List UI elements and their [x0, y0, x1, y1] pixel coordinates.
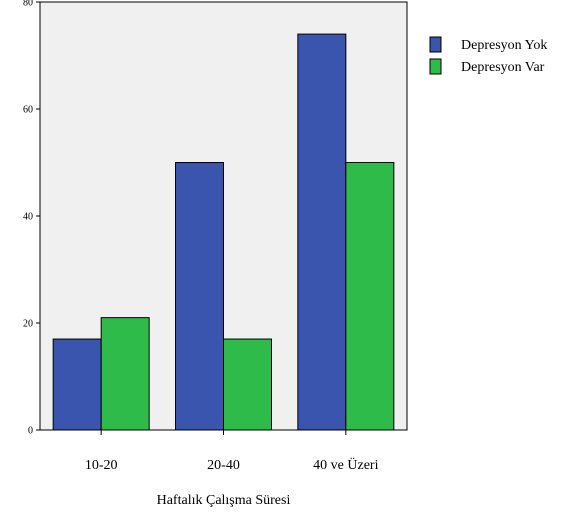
bar-depresyon-var-2: [345, 162, 395, 431]
bar-depresyon-yok-0: [52, 338, 102, 431]
x-tick-label: 20-40: [207, 458, 240, 473]
y-tick-label: 60: [23, 105, 33, 116]
bar-depresyon-yok-2: [297, 33, 347, 431]
legend-label: Depresyon Yok: [461, 38, 547, 53]
bar-depresyon-var-0: [100, 317, 150, 431]
x-axis-title: Haftalık Çalışma Süresi: [157, 493, 291, 508]
y-tick-label: 40: [23, 212, 33, 223]
y-tick-label: 80: [23, 0, 33, 9]
x-tick-label: 40 ve Üzeri: [313, 456, 378, 473]
bar-depresyon-var-1: [223, 338, 272, 431]
y-tick-label: 0: [28, 426, 33, 437]
y-tick-label: 20: [23, 319, 33, 330]
legend-label: Depresyon Var: [461, 60, 545, 75]
legend-swatch: [429, 36, 442, 53]
legend-swatch: [429, 58, 442, 75]
legend: Depresyon Yok Depresyon Var: [429, 36, 547, 75]
x-tick-label: 10-20: [85, 458, 118, 473]
bar-depresyon-yok-1: [175, 162, 224, 431]
bars-layer: [52, 33, 395, 431]
axes-layer: 0 20 40 60 80 10-20 20-40 40 ve Üzeri: [23, 0, 379, 473]
